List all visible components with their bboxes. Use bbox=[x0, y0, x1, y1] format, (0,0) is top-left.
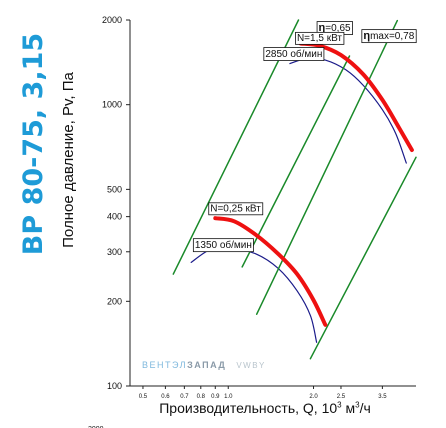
watermark-part2: ЗАПАД bbox=[187, 360, 227, 370]
y-tick-label: 100 bbox=[107, 381, 122, 391]
x-tick-label: 3.5 bbox=[378, 394, 387, 400]
annotation-box bbox=[208, 202, 264, 216]
annotation-value: =0,65 bbox=[325, 23, 351, 34]
bottom-stray-label: 2000 bbox=[88, 426, 104, 428]
series-efficiency-line-4 bbox=[309, 156, 417, 360]
annotation-eta: η bbox=[363, 30, 370, 42]
annotation-box bbox=[361, 29, 417, 44]
annotation-eta: η bbox=[319, 22, 326, 34]
y-tick-label: 2000 bbox=[102, 15, 122, 25]
annotation-text: N=1,5 кВт bbox=[297, 33, 342, 44]
x-axis-label-tail: /ч bbox=[359, 400, 371, 416]
annotation-box bbox=[263, 47, 325, 61]
series-fan-curve-2 bbox=[190, 246, 318, 343]
x-tick-label: 0.5 bbox=[139, 394, 148, 400]
annotation-text: 2850 об/мин bbox=[265, 48, 322, 60]
x-axis-label-unit-exp: 3 bbox=[355, 400, 360, 410]
x-tick-label: 0.8 bbox=[197, 394, 206, 400]
y-axis-label: Полное давление, Pv, Па bbox=[60, 72, 77, 248]
series-efficiency-line-1 bbox=[172, 19, 300, 275]
x-tick-label: 0.7 bbox=[180, 394, 189, 400]
annotation-eta-max: ηmax=0,78 bbox=[361, 29, 417, 44]
series-working-zone-1 bbox=[298, 41, 414, 152]
x-axis-label-main: Производительность, Q, 10 bbox=[159, 400, 338, 416]
annotation-n-025: N=0,25 кВт bbox=[208, 202, 264, 216]
x-tick-label: 2.0 bbox=[309, 394, 318, 400]
annotation-rpm-1350: 1350 об/мин bbox=[192, 238, 254, 253]
axes: 2000 1000 500 400 300 200 100 0.5 0.6 0.7 0.8 0.9 1.… bbox=[88, 15, 416, 428]
series-lines bbox=[172, 19, 417, 360]
watermark: ВЕНТЭЛЗАПАД VWBY bbox=[142, 360, 266, 370]
annotation-rpm-2850: 2850 об/мин bbox=[263, 47, 325, 61]
annotation-n-15: N=1,5 кВт bbox=[295, 31, 345, 45]
watermark-part3: VWBY bbox=[236, 361, 266, 370]
x-axis-label-exp: 3 bbox=[337, 400, 342, 410]
x-tick-label: 1.0 bbox=[224, 394, 233, 400]
y-tick-label: 300 bbox=[107, 247, 122, 257]
annotation-text: N=0,25 кВт bbox=[210, 203, 261, 214]
annotation-box bbox=[295, 31, 345, 45]
series-efficiency-line-2 bbox=[241, 55, 351, 268]
annotation-text: η=0,65 bbox=[319, 22, 351, 34]
y-tick-label: 200 bbox=[107, 296, 122, 306]
annotation-box bbox=[192, 238, 254, 253]
y-tick-label: 1000 bbox=[102, 100, 122, 110]
y-tick-label: 400 bbox=[107, 212, 122, 222]
x-axis-label-unit: м bbox=[341, 400, 356, 416]
x-axis-label: Производительность, Q, 103 м3/ч bbox=[130, 400, 400, 416]
annotation-value: max=0,78 bbox=[370, 31, 415, 42]
series-working-zone-2 bbox=[213, 216, 328, 327]
x-tick-label: 2.5 bbox=[337, 394, 346, 400]
watermark-part1: ВЕНТЭЛ bbox=[142, 360, 188, 370]
y-tick-label: 500 bbox=[107, 184, 122, 194]
x-tick-label: 0.9 bbox=[211, 394, 220, 400]
annotation-text: 1350 об/мин bbox=[195, 239, 252, 251]
x-tick-label: 0.6 bbox=[161, 394, 170, 400]
annotation-text: ηmax=0,78 bbox=[363, 30, 414, 42]
series-efficiency-line-3 bbox=[255, 19, 399, 315]
